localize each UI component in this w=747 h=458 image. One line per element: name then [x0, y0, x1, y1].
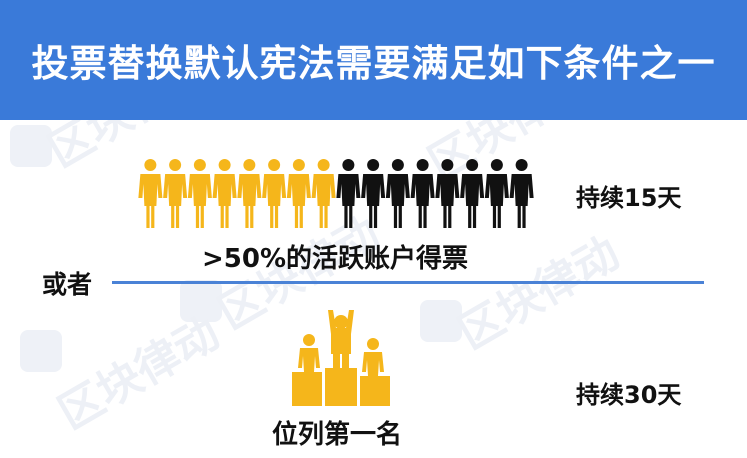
- person-icon-voted: [138, 159, 163, 228]
- condition-2-caption: 位列第一名: [272, 420, 403, 450]
- or-label: 或者: [42, 270, 93, 299]
- person-icon: [385, 159, 410, 228]
- person-icon-voted: [187, 159, 212, 228]
- banner-title: 投票替换默认宪法需要满足如下条件之一: [31, 42, 716, 85]
- person-icon: [435, 159, 460, 228]
- person-icon-voted: [262, 159, 287, 228]
- condition-2-duration: 持续30天: [576, 381, 682, 409]
- watermark-text: 区块律动: [450, 227, 628, 359]
- condition-1-duration: 持续15天: [576, 184, 682, 212]
- person-icon: [336, 159, 361, 228]
- crowd-illustration: [138, 159, 534, 228]
- person-icon-voted: [237, 159, 262, 228]
- person-icon-voted: [212, 159, 237, 228]
- person-icon: [361, 159, 386, 228]
- person-icon-voted: [163, 159, 188, 228]
- person-icon-voted: [311, 159, 336, 228]
- watermark-text: 区块律动: [50, 307, 228, 439]
- person-icon: [509, 159, 534, 228]
- condition-1-caption: >50%的活跃账户得票: [202, 244, 469, 274]
- person-icon: [484, 159, 509, 228]
- person-icon: [410, 159, 435, 228]
- podium-icon: [292, 310, 390, 406]
- divider-line: [112, 281, 704, 284]
- person-icon: [460, 159, 485, 228]
- person-icon-voted: [286, 159, 311, 228]
- title-banner: 投票替换默认宪法需要满足如下条件之一: [0, 0, 747, 120]
